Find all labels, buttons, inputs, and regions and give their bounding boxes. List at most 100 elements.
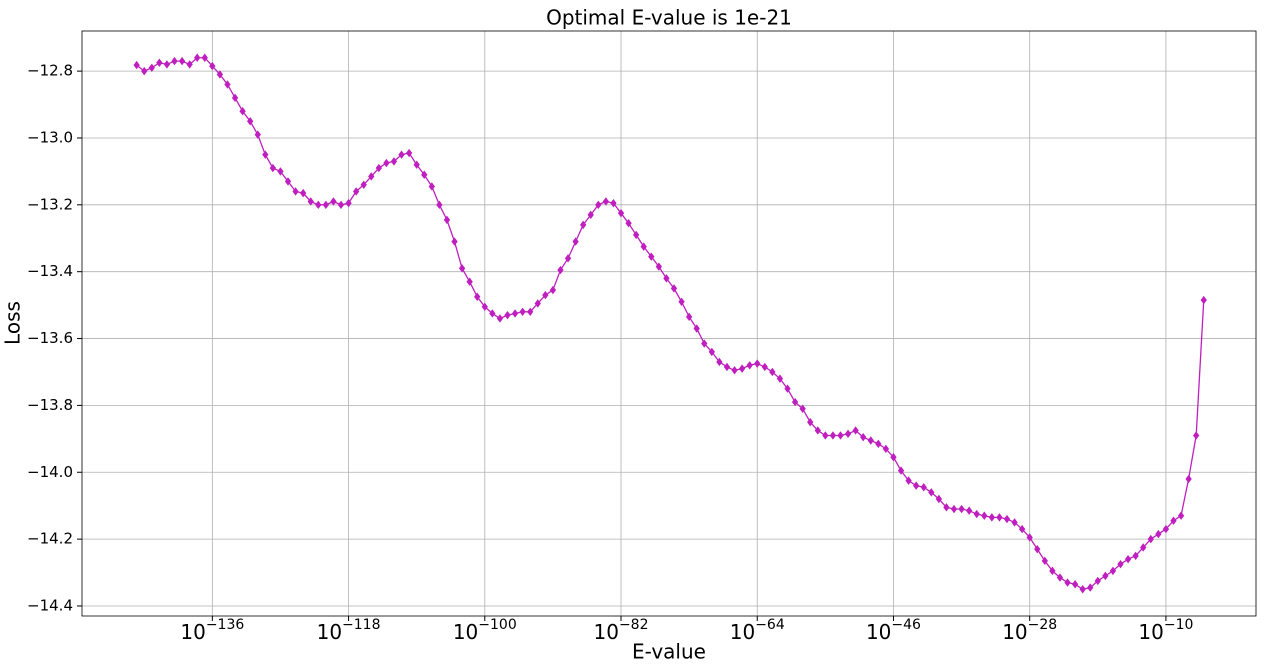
marker [1170, 516, 1177, 525]
marker [1102, 571, 1109, 581]
marker [360, 180, 367, 189]
marker [640, 242, 647, 251]
marker [708, 347, 715, 357]
marker [920, 483, 927, 492]
marker [504, 310, 511, 320]
marker [557, 265, 564, 275]
x-tick-label: 10−118 [317, 617, 381, 644]
x-tick-label: 10−64 [730, 617, 785, 644]
x-tick-label: 10−100 [453, 617, 517, 644]
y-tick-label: −14.4 [27, 596, 73, 614]
marker [405, 148, 413, 158]
marker [814, 426, 821, 435]
x-tick-label: 10−28 [1002, 617, 1057, 644]
marker [201, 53, 208, 62]
marker [655, 262, 663, 271]
marker [1049, 566, 1056, 576]
marker [731, 366, 738, 375]
marker [194, 53, 201, 62]
marker [1041, 556, 1048, 566]
marker [716, 357, 723, 367]
marker [950, 504, 958, 514]
marker [489, 309, 496, 318]
marker [860, 432, 867, 442]
marker [648, 252, 655, 261]
marker [875, 439, 882, 449]
marker [163, 60, 171, 69]
marker [284, 177, 292, 186]
marker [1193, 431, 1200, 440]
marker [617, 208, 625, 218]
marker [1140, 543, 1147, 552]
marker [262, 150, 269, 159]
marker [277, 167, 284, 176]
marker [156, 58, 163, 67]
marker [897, 466, 905, 475]
marker [1087, 583, 1094, 592]
marker [807, 417, 814, 427]
marker [300, 188, 307, 198]
marker [799, 404, 806, 413]
marker [239, 107, 246, 116]
marker [913, 481, 920, 490]
marker [905, 476, 912, 485]
marker [178, 56, 186, 66]
marker [1079, 585, 1086, 594]
chart-title: Optimal E-value is 1e-21 [546, 6, 792, 30]
marker [1034, 544, 1041, 554]
marker [587, 210, 594, 220]
marker [1056, 573, 1064, 582]
marker [481, 302, 488, 311]
line [136, 57, 1205, 590]
marker [610, 198, 617, 208]
marker [511, 309, 519, 318]
marker [988, 513, 996, 522]
marker [451, 237, 458, 246]
marker [231, 93, 239, 103]
x-axis-label: E-value [632, 640, 706, 664]
marker [663, 274, 670, 283]
marker [822, 431, 829, 440]
y-tick-label: −13.6 [27, 329, 73, 347]
y-tick-label: −13.2 [27, 195, 73, 213]
marker [458, 264, 466, 273]
marker [443, 215, 451, 225]
marker [428, 182, 435, 191]
marker [534, 299, 541, 308]
y-tick-label: −14.0 [27, 463, 73, 481]
marker [1147, 534, 1154, 544]
marker [632, 230, 640, 240]
marker [345, 198, 352, 208]
marker [784, 384, 791, 393]
marker [247, 117, 254, 126]
marker [133, 60, 140, 70]
marker [754, 359, 761, 368]
marker [837, 431, 844, 440]
marker [996, 513, 1003, 522]
marker [1200, 295, 1207, 305]
grid [82, 31, 1256, 616]
marker [1162, 524, 1170, 534]
y-tick-label: −13.8 [27, 396, 73, 414]
marker [791, 397, 799, 407]
marker [322, 200, 330, 210]
y-tick-label: −12.8 [27, 62, 73, 80]
marker [1018, 524, 1026, 534]
marker [209, 61, 216, 71]
marker [1177, 511, 1185, 520]
marker [421, 170, 428, 179]
marker [398, 150, 405, 159]
marker [943, 503, 950, 512]
marker [1132, 551, 1139, 561]
x-tick-label: 10−136 [180, 617, 244, 644]
marker [580, 220, 587, 230]
marker [315, 200, 322, 210]
marker [701, 339, 708, 348]
marker [564, 254, 572, 263]
marker [958, 504, 965, 514]
marker [352, 187, 360, 196]
marker [337, 200, 345, 210]
marker [436, 200, 443, 210]
marker [368, 172, 375, 181]
